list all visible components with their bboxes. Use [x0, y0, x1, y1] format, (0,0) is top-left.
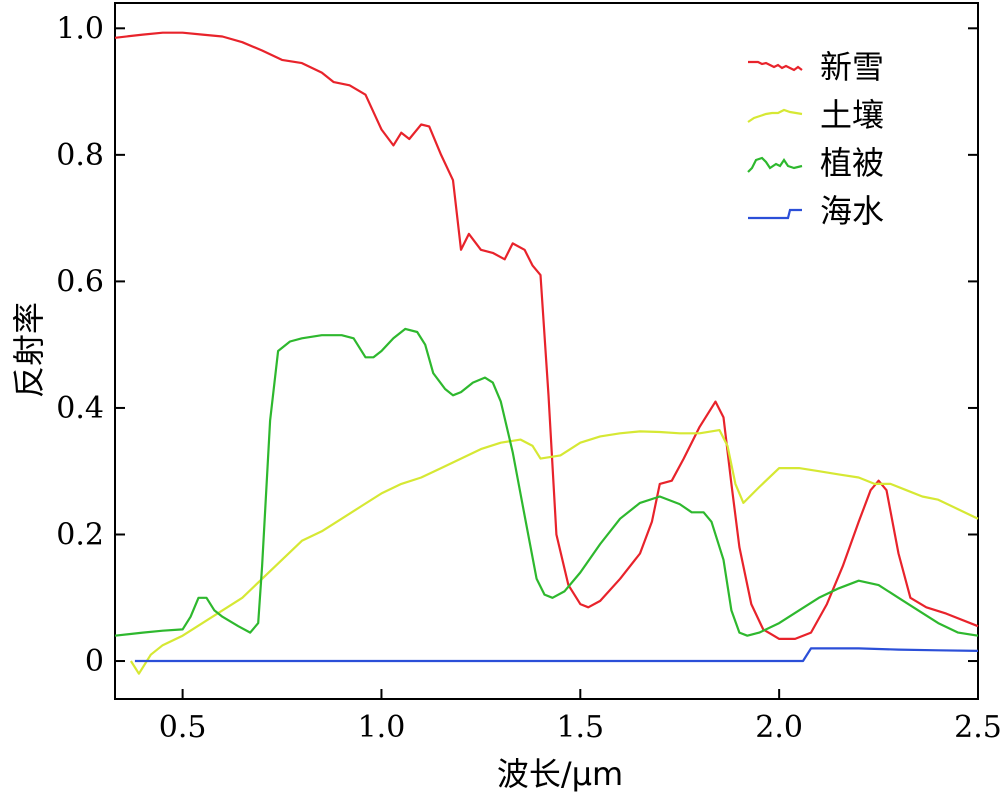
legend-key-0: [748, 60, 803, 72]
series-lines: [114, 31, 979, 675]
x-tick-label-2: 1.5: [556, 710, 604, 745]
legend-key-3: [748, 208, 802, 220]
series-line-3: [134, 647, 979, 663]
x-axis-title: 波长/μm: [497, 755, 623, 793]
series-line-1: [129, 429, 979, 675]
legend-key-1: [747, 108, 803, 123]
series-line-2: [114, 327, 979, 637]
legend-key-2: [747, 156, 803, 173]
x-tick-label-3: 2.0: [755, 710, 803, 745]
x-tick-label-4: 2.5: [954, 710, 1000, 745]
x-tick-label-1: 1.0: [358, 710, 406, 745]
y-tick-label-5: 1.0: [56, 11, 104, 46]
y-axis-ticks: 0 0.2 0.4 0.6 0.8 1.0: [56, 11, 978, 679]
y-tick-label-0: 0: [85, 644, 104, 679]
y-tick-label-2: 0.4: [56, 391, 104, 426]
plot-frame: [114, 2, 979, 700]
legend-label-3: 海水: [820, 192, 884, 230]
x-axis-ticks: 0.5 1.0 1.5 2.0 2.5: [159, 689, 1000, 745]
y-axis-title: 反射率: [10, 302, 48, 398]
legend-label-1: 土壤: [820, 96, 884, 134]
series-line-0: [114, 31, 979, 640]
x-tick-label-0: 0.5: [159, 710, 207, 745]
y-tick-label-1: 0.2: [56, 517, 104, 552]
y-tick-label-3: 0.6: [56, 264, 104, 299]
legend-label-2: 植被: [820, 144, 884, 182]
y-tick-label-4: 0.8: [56, 138, 104, 173]
legend-label-0: 新雪: [820, 48, 884, 86]
